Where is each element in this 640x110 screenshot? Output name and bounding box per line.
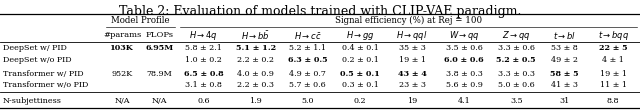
Text: 5.0: 5.0: [301, 97, 314, 105]
Text: 4.1: 4.1: [458, 97, 470, 105]
Text: 0.2 ± 0.1: 0.2 ± 0.1: [342, 56, 378, 64]
Text: 5.8 ± 2.1: 5.8 ± 2.1: [185, 44, 222, 52]
Text: 0.6: 0.6: [197, 97, 210, 105]
Text: #params: #params: [103, 31, 141, 39]
Text: 5.6 ± 0.9: 5.6 ± 0.9: [445, 81, 483, 89]
Text: 0.2: 0.2: [354, 97, 366, 105]
Text: 3.8 ± 0.3: 3.8 ± 0.3: [445, 70, 483, 78]
Text: 19: 19: [407, 97, 417, 105]
Text: $Z \rightarrow qq$: $Z \rightarrow qq$: [502, 29, 531, 42]
Text: 49 ± 2: 49 ± 2: [551, 56, 578, 64]
Text: 3.1 ± 0.8: 3.1 ± 0.8: [185, 81, 222, 89]
Text: 3.3 ± 0.6: 3.3 ± 0.6: [498, 44, 534, 52]
Text: 0.4 ± 0.1: 0.4 ± 0.1: [342, 44, 378, 52]
Text: 5.7 ± 0.6: 5.7 ± 0.6: [289, 81, 326, 89]
Text: 35 ± 3: 35 ± 3: [399, 44, 426, 52]
Text: 0.3 ± 0.1: 0.3 ± 0.1: [342, 81, 378, 89]
Text: 0.5 ± 0.1: 0.5 ± 0.1: [340, 70, 380, 78]
Text: 103K: 103K: [110, 44, 134, 52]
Text: 78.9M: 78.9M: [146, 70, 172, 78]
Text: 31: 31: [559, 97, 570, 105]
Text: 2.2 ± 0.2: 2.2 ± 0.2: [237, 56, 275, 64]
Text: N/A: N/A: [115, 97, 130, 105]
Text: Transformer w/ PID: Transformer w/ PID: [3, 70, 83, 78]
Text: 6.95M: 6.95M: [145, 44, 173, 52]
Text: 1.9: 1.9: [250, 97, 262, 105]
Text: 952K: 952K: [111, 70, 132, 78]
Text: 6.3 ± 0.5: 6.3 ± 0.5: [288, 56, 328, 64]
Text: 22 ± 5: 22 ± 5: [599, 44, 628, 52]
Text: 23 ± 3: 23 ± 3: [399, 81, 426, 89]
Text: 4.0 ± 0.9: 4.0 ± 0.9: [237, 70, 274, 78]
Text: 11 ± 1: 11 ± 1: [600, 81, 627, 89]
Text: 5.1 ± 1.2: 5.1 ± 1.2: [236, 44, 276, 52]
Text: 8.8: 8.8: [607, 97, 620, 105]
Text: Table 2: Evaluation of models trained with CLIP-VAE paradigm.: Table 2: Evaluation of models trained wi…: [119, 5, 521, 18]
Text: Model Profile: Model Profile: [111, 16, 170, 25]
Text: DeepSet w/o PID: DeepSet w/o PID: [3, 56, 71, 64]
Text: 19 ± 1: 19 ± 1: [399, 56, 426, 64]
Text: 3.3 ± 0.3: 3.3 ± 0.3: [498, 70, 534, 78]
Text: DeepSet w/ PID: DeepSet w/ PID: [3, 44, 67, 52]
Text: 3.5 ± 0.6: 3.5 ± 0.6: [445, 44, 483, 52]
Text: 2.2 ± 0.3: 2.2 ± 0.3: [237, 81, 275, 89]
Text: Signal efficiency (%) at Rej = 100: Signal efficiency (%) at Rej = 100: [335, 16, 483, 25]
Text: FLOPs: FLOPs: [145, 31, 173, 39]
Text: 43 ± 4: 43 ± 4: [397, 70, 426, 78]
Text: $t \rightarrow bqq$: $t \rightarrow bqq$: [598, 29, 629, 42]
Text: N/A: N/A: [151, 97, 167, 105]
Text: 6.5 ± 0.8: 6.5 ± 0.8: [184, 70, 223, 78]
Text: $H \rightarrow b\bar{b}$: $H \rightarrow b\bar{b}$: [241, 29, 270, 42]
Text: $t \rightarrow bl$: $t \rightarrow bl$: [553, 30, 576, 41]
Text: 5.2 ± 0.5: 5.2 ± 0.5: [497, 56, 536, 64]
Text: 5.2 ± 1.1: 5.2 ± 1.1: [289, 44, 326, 52]
Text: $H \rightarrow c\bar{c}$: $H \rightarrow c\bar{c}$: [294, 30, 322, 41]
Text: 5.0 ± 0.6: 5.0 ± 0.6: [498, 81, 534, 89]
Text: Transformer w/o PID: Transformer w/o PID: [3, 81, 88, 89]
Text: 1.0 ± 0.2: 1.0 ± 0.2: [185, 56, 222, 64]
Text: 58 ± 5: 58 ± 5: [550, 70, 579, 78]
Text: 3.5: 3.5: [510, 97, 522, 105]
Text: $W \rightarrow qq$: $W \rightarrow qq$: [449, 29, 479, 42]
Text: $H \rightarrow gg$: $H \rightarrow gg$: [346, 29, 374, 42]
Text: 53 ± 8: 53 ± 8: [551, 44, 578, 52]
Text: 41 ± 3: 41 ± 3: [551, 81, 578, 89]
Text: $H \rightarrow qql$: $H \rightarrow qql$: [396, 29, 428, 42]
Text: 6.0 ± 0.6: 6.0 ± 0.6: [444, 56, 484, 64]
Text: N-subjettiness: N-subjettiness: [3, 97, 61, 105]
Text: $H \rightarrow 4q$: $H \rightarrow 4q$: [189, 29, 218, 42]
Text: 4.9 ± 0.7: 4.9 ± 0.7: [289, 70, 326, 78]
Text: 19 ± 1: 19 ± 1: [600, 70, 627, 78]
Text: 4 ± 1: 4 ± 1: [602, 56, 624, 64]
